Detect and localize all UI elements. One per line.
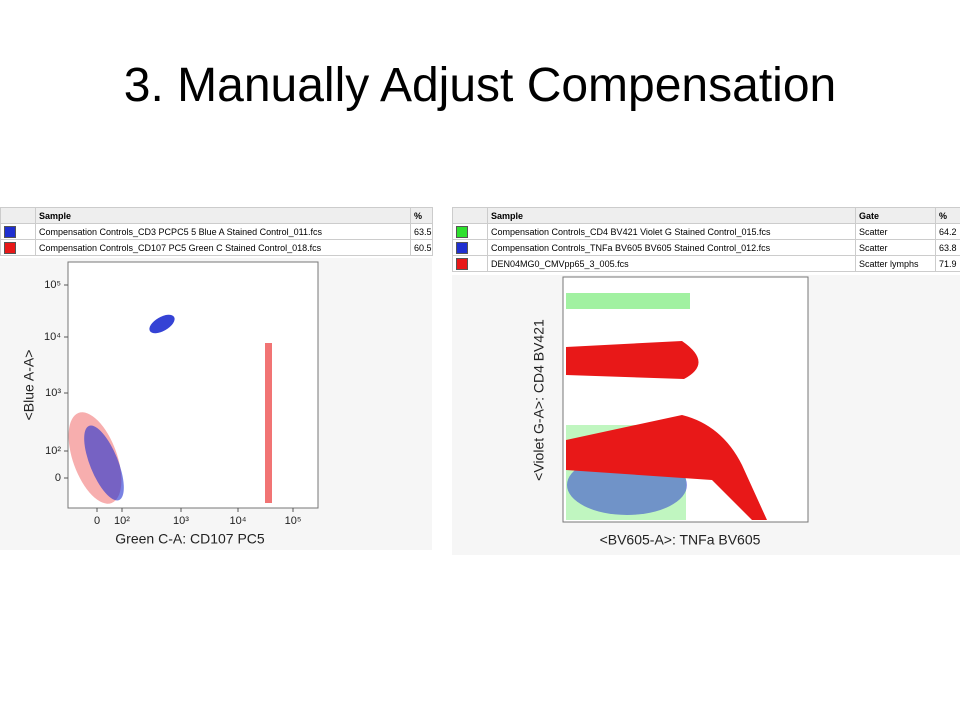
y-tick-label: 10⁴ xyxy=(44,331,61,343)
x-tick-label: 0 xyxy=(94,515,100,527)
y-axis-label: <Blue A-A> xyxy=(21,350,37,421)
x-tick-label: 10³ xyxy=(173,515,189,527)
x-axis-label: Green C-A: CD107 PC5 xyxy=(115,531,265,547)
red-population-upper xyxy=(566,341,699,379)
column-header: Sample xyxy=(35,207,411,224)
x-tick-label: 10⁵ xyxy=(285,515,302,527)
cell: 64.2 xyxy=(935,223,960,240)
swatch xyxy=(4,241,16,254)
blue-cloud xyxy=(84,425,124,501)
cell: Compensation Controls_CD107 PC5 Green C … xyxy=(35,239,411,256)
cell: Compensation Controls_TNFa BV605 BV605 S… xyxy=(487,239,856,256)
red-population-lower xyxy=(566,415,767,520)
swatch xyxy=(456,257,468,270)
y-tick-label: 10⁵ xyxy=(44,279,61,291)
cell: 71.9 xyxy=(935,255,960,272)
cell: Compensation Controls_CD4 BV421 Violet G… xyxy=(487,223,856,240)
cell: Scatter xyxy=(855,223,936,240)
column-header: % xyxy=(935,207,960,224)
cell: Scatter lymphs xyxy=(855,255,936,272)
column-header: % xyxy=(410,207,433,224)
x-tick-label: 10² xyxy=(114,515,130,527)
right-plot: <Violet G-A>: CD4 BV421 <BV605-A>: TNFa … xyxy=(452,275,960,555)
slide-title: 3. Manually Adjust Compensation xyxy=(123,59,837,112)
x-tick-label: 10⁴ xyxy=(230,515,247,527)
swatch xyxy=(456,241,468,254)
blue-population xyxy=(149,314,175,334)
y-tick-label: 0 xyxy=(55,472,61,484)
left-legend-table: Sample% Compensation Controls_CD3 PCPC5 … xyxy=(0,207,433,256)
left-plot: <Blue A-A> Green C-A: CD107 PC5 10⁵ 10⁴ 10… xyxy=(0,258,432,550)
green-population xyxy=(566,293,690,309)
right-legend-table: Sample Gate% Compensation Controls_CD4 BV… xyxy=(452,207,960,272)
cell: Scatter xyxy=(855,239,936,256)
column-header: Gate xyxy=(855,207,936,224)
cell: 60.5 xyxy=(410,239,433,256)
y-axis-label: <Violet G-A>: CD4 BV421 xyxy=(531,319,547,481)
swatch xyxy=(4,225,16,238)
swatch xyxy=(456,225,468,238)
y-tick-label: 10² xyxy=(45,445,61,457)
column-header: Sample xyxy=(487,207,856,224)
x-axis-label: <BV605-A>: TNFa BV605 xyxy=(600,532,761,548)
cell: Compensation Controls_CD3 PCPC5 5 Blue A… xyxy=(35,223,411,240)
cell: 63.8 xyxy=(935,239,960,256)
cell: 63.5 xyxy=(410,223,433,240)
cell: DEN04MG0_CMVpp65_3_005.fcs xyxy=(487,255,856,272)
y-tick-label: 10³ xyxy=(45,387,61,399)
red-population xyxy=(265,343,272,503)
